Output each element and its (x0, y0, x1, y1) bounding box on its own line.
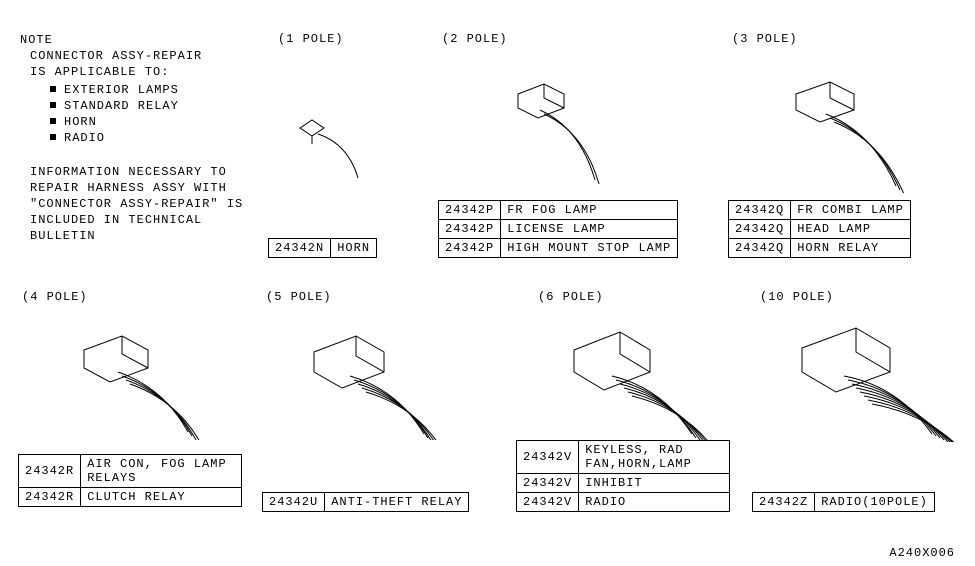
connector-icon-3pole (770, 78, 920, 193)
connector-icon-2pole (490, 80, 620, 190)
table-row: 24342QHEAD LAMP (729, 220, 911, 239)
connector-icon-10pole (780, 322, 960, 442)
note-title: NOTE (20, 32, 260, 48)
part-table-1pole: 24342N HORN (268, 238, 377, 258)
note-line: INFORMATION NECESSARY TO (30, 164, 260, 180)
connector-icon-6pole (550, 326, 720, 441)
part-code: 24342Q (729, 201, 791, 220)
part-desc: HORN RELAY (791, 239, 911, 258)
note-line: IS APPLICABLE TO: (30, 64, 260, 80)
note-line: REPAIR HARNESS ASSY WITH (30, 180, 260, 196)
table-row: 24342N HORN (269, 239, 377, 258)
part-desc: FR FOG LAMP (501, 201, 678, 220)
table-row: 24342VINHIBIT (517, 474, 730, 493)
pole-label-1: (1 POLE) (278, 32, 344, 46)
part-code: 24342P (439, 220, 501, 239)
note-para2: INFORMATION NECESSARY TO REPAIR HARNESS … (20, 164, 260, 244)
part-code: 24342P (439, 239, 501, 258)
table-row: 24342RCLUTCH RELAY (19, 488, 242, 507)
table-row: 24342RAIR CON, FOG LAMP RELAYS (19, 455, 242, 488)
part-desc: CLUTCH RELAY (81, 488, 242, 507)
bullet-item: STANDARD RELAY (50, 98, 260, 114)
part-code: 24342N (269, 239, 331, 258)
table-row: 24342PLICENSE LAMP (439, 220, 678, 239)
table-row: 24342VKEYLESS, RAD FAN,HORN,LAMP (517, 441, 730, 474)
part-code: 24342P (439, 201, 501, 220)
bullet-item: RADIO (50, 130, 260, 146)
table-row: 24342QHORN RELAY (729, 239, 911, 258)
table-row: 24342VRADIO (517, 493, 730, 512)
table-row: 24342PFR FOG LAMP (439, 201, 678, 220)
table-row: 24342UANTI-THEFT RELAY (263, 493, 469, 512)
note-line: INCLUDED IN TECHNICAL (30, 212, 260, 228)
note-line: CONNECTOR ASSY-REPAIR (30, 48, 260, 64)
part-desc: LICENSE LAMP (501, 220, 678, 239)
part-code: 24342R (19, 455, 81, 488)
part-table-5pole: 24342UANTI-THEFT RELAY (262, 492, 469, 512)
part-code: 24342Q (729, 220, 791, 239)
part-desc: HIGH MOUNT STOP LAMP (501, 239, 678, 258)
pole-label-3: (3 POLE) (732, 32, 798, 46)
bullet-item: EXTERIOR LAMPS (50, 82, 260, 98)
part-desc: HORN (331, 239, 377, 258)
pole-label-6: (6 POLE) (538, 290, 604, 304)
pole-label-4: (4 POLE) (22, 290, 88, 304)
bullet-item: HORN (50, 114, 260, 130)
table-row: 24342QFR COMBI LAMP (729, 201, 911, 220)
part-code: 24342Q (729, 239, 791, 258)
part-table-6pole: 24342VKEYLESS, RAD FAN,HORN,LAMP 24342VI… (516, 440, 730, 512)
part-desc: HEAD LAMP (791, 220, 911, 239)
note-bullets: EXTERIOR LAMPS STANDARD RELAY HORN RADIO (50, 82, 260, 146)
part-code: 24342V (517, 493, 579, 512)
pole-label-10: (10 POLE) (760, 290, 834, 304)
connector-icon-5pole (290, 330, 450, 440)
part-desc: ANTI-THEFT RELAY (325, 493, 469, 512)
part-desc: AIR CON, FOG LAMP RELAYS (81, 455, 242, 488)
part-code: 24342Z (753, 493, 815, 512)
part-desc: FR COMBI LAMP (791, 201, 911, 220)
part-code: 24342R (19, 488, 81, 507)
note-line: "CONNECTOR ASSY-REPAIR" IS (30, 196, 260, 212)
note-block: NOTE CONNECTOR ASSY-REPAIR IS APPLICABLE… (20, 32, 260, 244)
part-desc: INHIBIT (579, 474, 730, 493)
pole-label-5: (5 POLE) (266, 290, 332, 304)
footer-code: A240X006 (889, 546, 955, 560)
note-line: BULLETIN (30, 228, 260, 244)
table-row: 24342PHIGH MOUNT STOP LAMP (439, 239, 678, 258)
part-code: 24342V (517, 474, 579, 493)
part-table-2pole: 24342PFR FOG LAMP 24342PLICENSE LAMP 243… (438, 200, 678, 258)
part-table-10pole: 24342ZRADIO(10POLE) (752, 492, 935, 512)
part-table-4pole: 24342RAIR CON, FOG LAMP RELAYS 24342RCLU… (18, 454, 242, 507)
part-code: 24342V (517, 441, 579, 474)
connector-icon-1pole (290, 110, 380, 180)
connector-icon-4pole (60, 330, 210, 440)
part-desc: RADIO (579, 493, 730, 512)
pole-label-2: (2 POLE) (442, 32, 508, 46)
part-desc: KEYLESS, RAD FAN,HORN,LAMP (579, 441, 730, 474)
part-table-3pole: 24342QFR COMBI LAMP 24342QHEAD LAMP 2434… (728, 200, 911, 258)
part-code: 24342U (263, 493, 325, 512)
part-desc: RADIO(10POLE) (815, 493, 935, 512)
table-row: 24342ZRADIO(10POLE) (753, 493, 935, 512)
